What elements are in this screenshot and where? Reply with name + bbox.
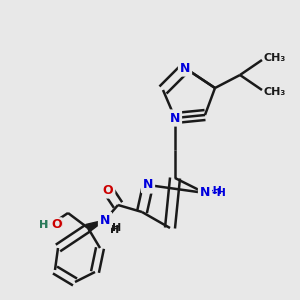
Text: N: N (200, 187, 210, 200)
Text: N: N (200, 187, 210, 200)
Text: O: O (51, 218, 62, 232)
Text: N: N (100, 214, 110, 226)
Text: O: O (103, 184, 113, 196)
Text: N: N (170, 112, 180, 124)
Text: H: H (39, 220, 48, 230)
Text: –H: –H (208, 186, 222, 196)
Text: O: O (103, 184, 113, 196)
Text: N: N (100, 214, 110, 226)
Text: N: N (170, 112, 180, 124)
Text: N: N (143, 178, 153, 191)
Text: N: N (143, 178, 153, 191)
Text: N: N (180, 61, 190, 74)
Text: H: H (39, 220, 48, 230)
Text: CH₃: CH₃ (264, 87, 286, 97)
Text: –H: –H (211, 188, 226, 198)
Text: O: O (52, 218, 63, 232)
Polygon shape (86, 220, 105, 232)
Text: H: H (110, 225, 120, 235)
Text: N: N (180, 61, 190, 74)
Text: H: H (112, 223, 121, 233)
Text: CH₃: CH₃ (264, 53, 286, 63)
